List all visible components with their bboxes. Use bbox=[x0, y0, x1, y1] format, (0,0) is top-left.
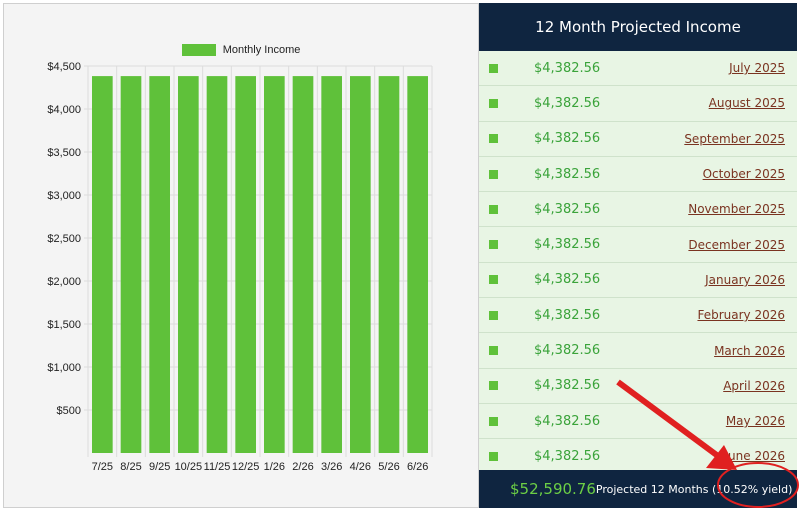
table-row: $4,382.56 December 2025 bbox=[479, 227, 797, 263]
table-row: $4,382.56 March 2026 bbox=[479, 333, 797, 369]
x-tick-label: 7/25 bbox=[92, 461, 113, 473]
row-month-link[interactable]: May 2026 bbox=[725, 414, 785, 429]
bar bbox=[235, 76, 256, 453]
row-marker-icon bbox=[489, 451, 498, 461]
projected-income-table: 12 Month Projected Income $4,382.56 July … bbox=[479, 3, 797, 508]
table-title: 12 Month Projected Income bbox=[479, 3, 797, 51]
row-marker-icon bbox=[489, 98, 498, 108]
x-tick-label: 3/26 bbox=[321, 461, 342, 473]
legend-swatch bbox=[181, 44, 216, 57]
bar bbox=[407, 76, 428, 453]
row-amount: $4,382.56 bbox=[534, 448, 601, 464]
y-tick-label: $3,000 bbox=[47, 190, 81, 202]
y-tick-label: $2,500 bbox=[47, 233, 81, 245]
row-amount: $4,382.56 bbox=[534, 378, 601, 394]
x-tick-label: 5/26 bbox=[378, 461, 399, 473]
row-month-link[interactable]: March 2026 bbox=[714, 343, 785, 358]
row-amount: $4,382.56 bbox=[534, 343, 601, 359]
row-amount: $4,382.56 bbox=[534, 60, 601, 76]
row-marker-icon bbox=[489, 381, 498, 391]
income-rows: $4,382.56 July 2025 $4,382.56 August 2025 $4… bbox=[479, 51, 797, 475]
row-marker-icon bbox=[489, 169, 498, 179]
row-month-link[interactable]: August 2025 bbox=[708, 96, 785, 111]
row-amount: $4,382.56 bbox=[534, 237, 601, 253]
row-marker-icon bbox=[489, 275, 498, 285]
table-row: $4,382.56 May 2026 bbox=[479, 404, 797, 440]
legend-label: Monthly Income bbox=[222, 44, 301, 57]
row-marker-icon bbox=[489, 204, 498, 214]
y-tick-label: $4,000 bbox=[47, 104, 81, 116]
x-tick-label: 10/25 bbox=[175, 461, 203, 473]
row-marker-icon bbox=[489, 240, 498, 250]
table-row: $4,382.56 August 2025 bbox=[479, 86, 797, 122]
bar bbox=[378, 76, 400, 453]
row-marker-icon bbox=[489, 416, 498, 426]
y-tick-label: $1,500 bbox=[47, 319, 81, 331]
row-marker-icon bbox=[489, 134, 498, 144]
chart-legend: Monthly Income bbox=[4, 44, 478, 57]
x-tick-label: 4/26 bbox=[350, 461, 371, 473]
table-row: $4,382.56 April 2026 bbox=[479, 369, 797, 404]
row-month-link[interactable]: November 2025 bbox=[688, 202, 785, 217]
row-month-link[interactable]: June 2026 bbox=[724, 449, 786, 464]
bar bbox=[149, 76, 170, 453]
row-amount: $4,382.56 bbox=[534, 166, 601, 182]
bar bbox=[206, 76, 228, 453]
row-amount: $4,382.56 bbox=[534, 307, 601, 323]
bar bbox=[120, 76, 142, 453]
row-month-link[interactable]: December 2025 bbox=[688, 237, 785, 252]
row-marker-icon bbox=[489, 63, 498, 73]
table-row: $4,382.56 February 2026 bbox=[479, 298, 797, 334]
total-label: Projected 12 Months (10.52% yield) bbox=[595, 482, 793, 496]
row-amount: $4,382.56 bbox=[534, 95, 601, 111]
y-tick-label: $4,500 bbox=[47, 61, 81, 73]
bar-chart: $500 $1,000 $1,500 $2,000 $2,500 $3,000 $3,500… bbox=[47, 61, 433, 473]
bar bbox=[321, 76, 342, 453]
table-row: $4,382.56 November 2025 bbox=[479, 192, 797, 228]
table-row: $4,382.56 January 2026 bbox=[479, 263, 797, 299]
bar bbox=[92, 76, 113, 453]
x-tick-label: 2/26 bbox=[292, 461, 313, 473]
row-marker-icon bbox=[489, 310, 498, 320]
income-chart-panel: Monthly Income $500 $1,000 $1,500 $2,000 $2,… bbox=[3, 3, 479, 508]
bar bbox=[178, 76, 199, 453]
x-tick-label: 11/25 bbox=[204, 461, 231, 473]
x-tick-label: 12/25 bbox=[232, 461, 260, 473]
row-month-link[interactable]: October 2025 bbox=[702, 167, 785, 182]
row-amount: $4,382.56 bbox=[534, 131, 601, 147]
row-month-link[interactable]: February 2026 bbox=[697, 308, 785, 323]
table-row: $4,382.56 July 2025 bbox=[479, 51, 797, 87]
bar bbox=[264, 76, 285, 453]
y-tick-label: $1,000 bbox=[47, 362, 81, 374]
y-tick-label: $3,500 bbox=[47, 147, 81, 159]
y-tick-label: $2,000 bbox=[47, 276, 81, 288]
row-amount: $4,382.56 bbox=[534, 201, 601, 217]
bar bbox=[292, 76, 314, 453]
x-tick-label: 8/25 bbox=[120, 461, 141, 473]
x-tick-label: 1/26 bbox=[264, 461, 285, 473]
row-month-link[interactable]: July 2025 bbox=[729, 61, 785, 76]
table-row: $4,382.56 October 2025 bbox=[479, 157, 797, 193]
table-footer: $52,590.76 Projected 12 Months (10.52% y… bbox=[479, 470, 797, 508]
row-amount: $4,382.56 bbox=[534, 413, 601, 429]
row-amount: $4,382.56 bbox=[534, 272, 601, 288]
x-tick-label: 9/25 bbox=[149, 461, 170, 473]
total-amount: $52,590.76 bbox=[510, 480, 596, 498]
row-month-link[interactable]: January 2026 bbox=[705, 272, 785, 287]
bar bbox=[350, 76, 371, 453]
row-marker-icon bbox=[489, 346, 498, 356]
x-tick-label: 6/26 bbox=[407, 461, 428, 473]
row-month-link[interactable]: April 2026 bbox=[723, 378, 785, 393]
y-tick-label: $500 bbox=[57, 405, 81, 417]
table-row: $4,382.56 September 2025 bbox=[479, 122, 797, 157]
row-month-link[interactable]: September 2025 bbox=[684, 131, 785, 146]
